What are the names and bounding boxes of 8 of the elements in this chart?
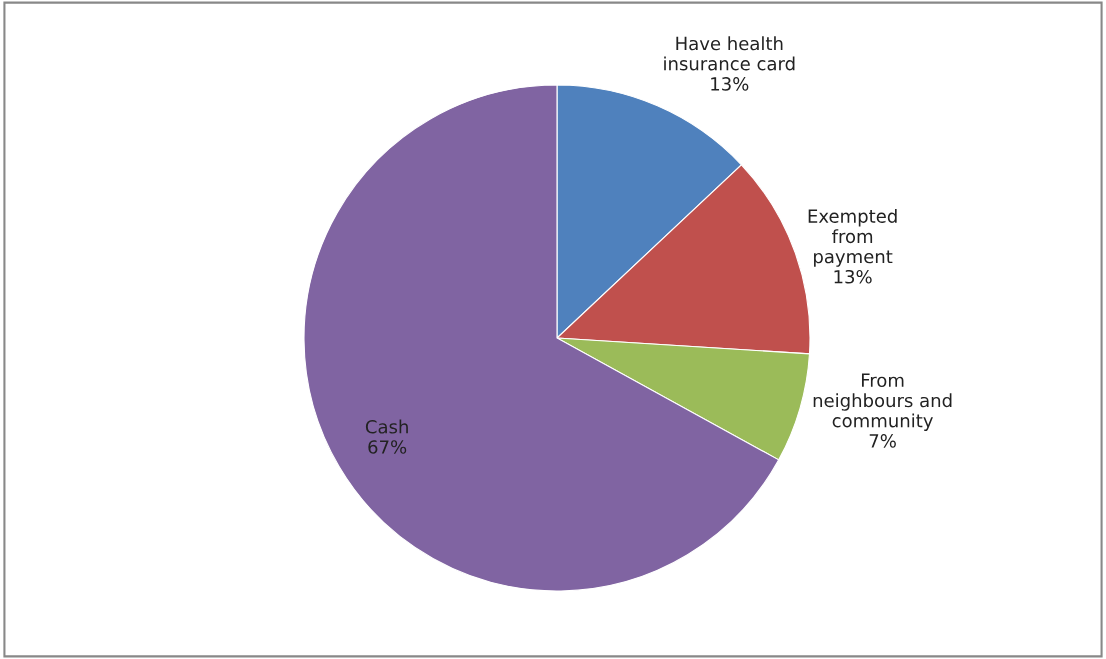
data-label: 13% — [834, 269, 872, 284]
slice-label: Have health insurance card — [664, 36, 795, 71]
slice-label: Exempted from payment — [808, 208, 897, 267]
slice-label: From neighbours and community — [813, 373, 952, 431]
slice-label: Cash — [365, 419, 408, 434]
data-label: 7% — [869, 434, 896, 448]
data-label: 67% — [368, 440, 407, 454]
data-label: 13% — [711, 77, 749, 91]
